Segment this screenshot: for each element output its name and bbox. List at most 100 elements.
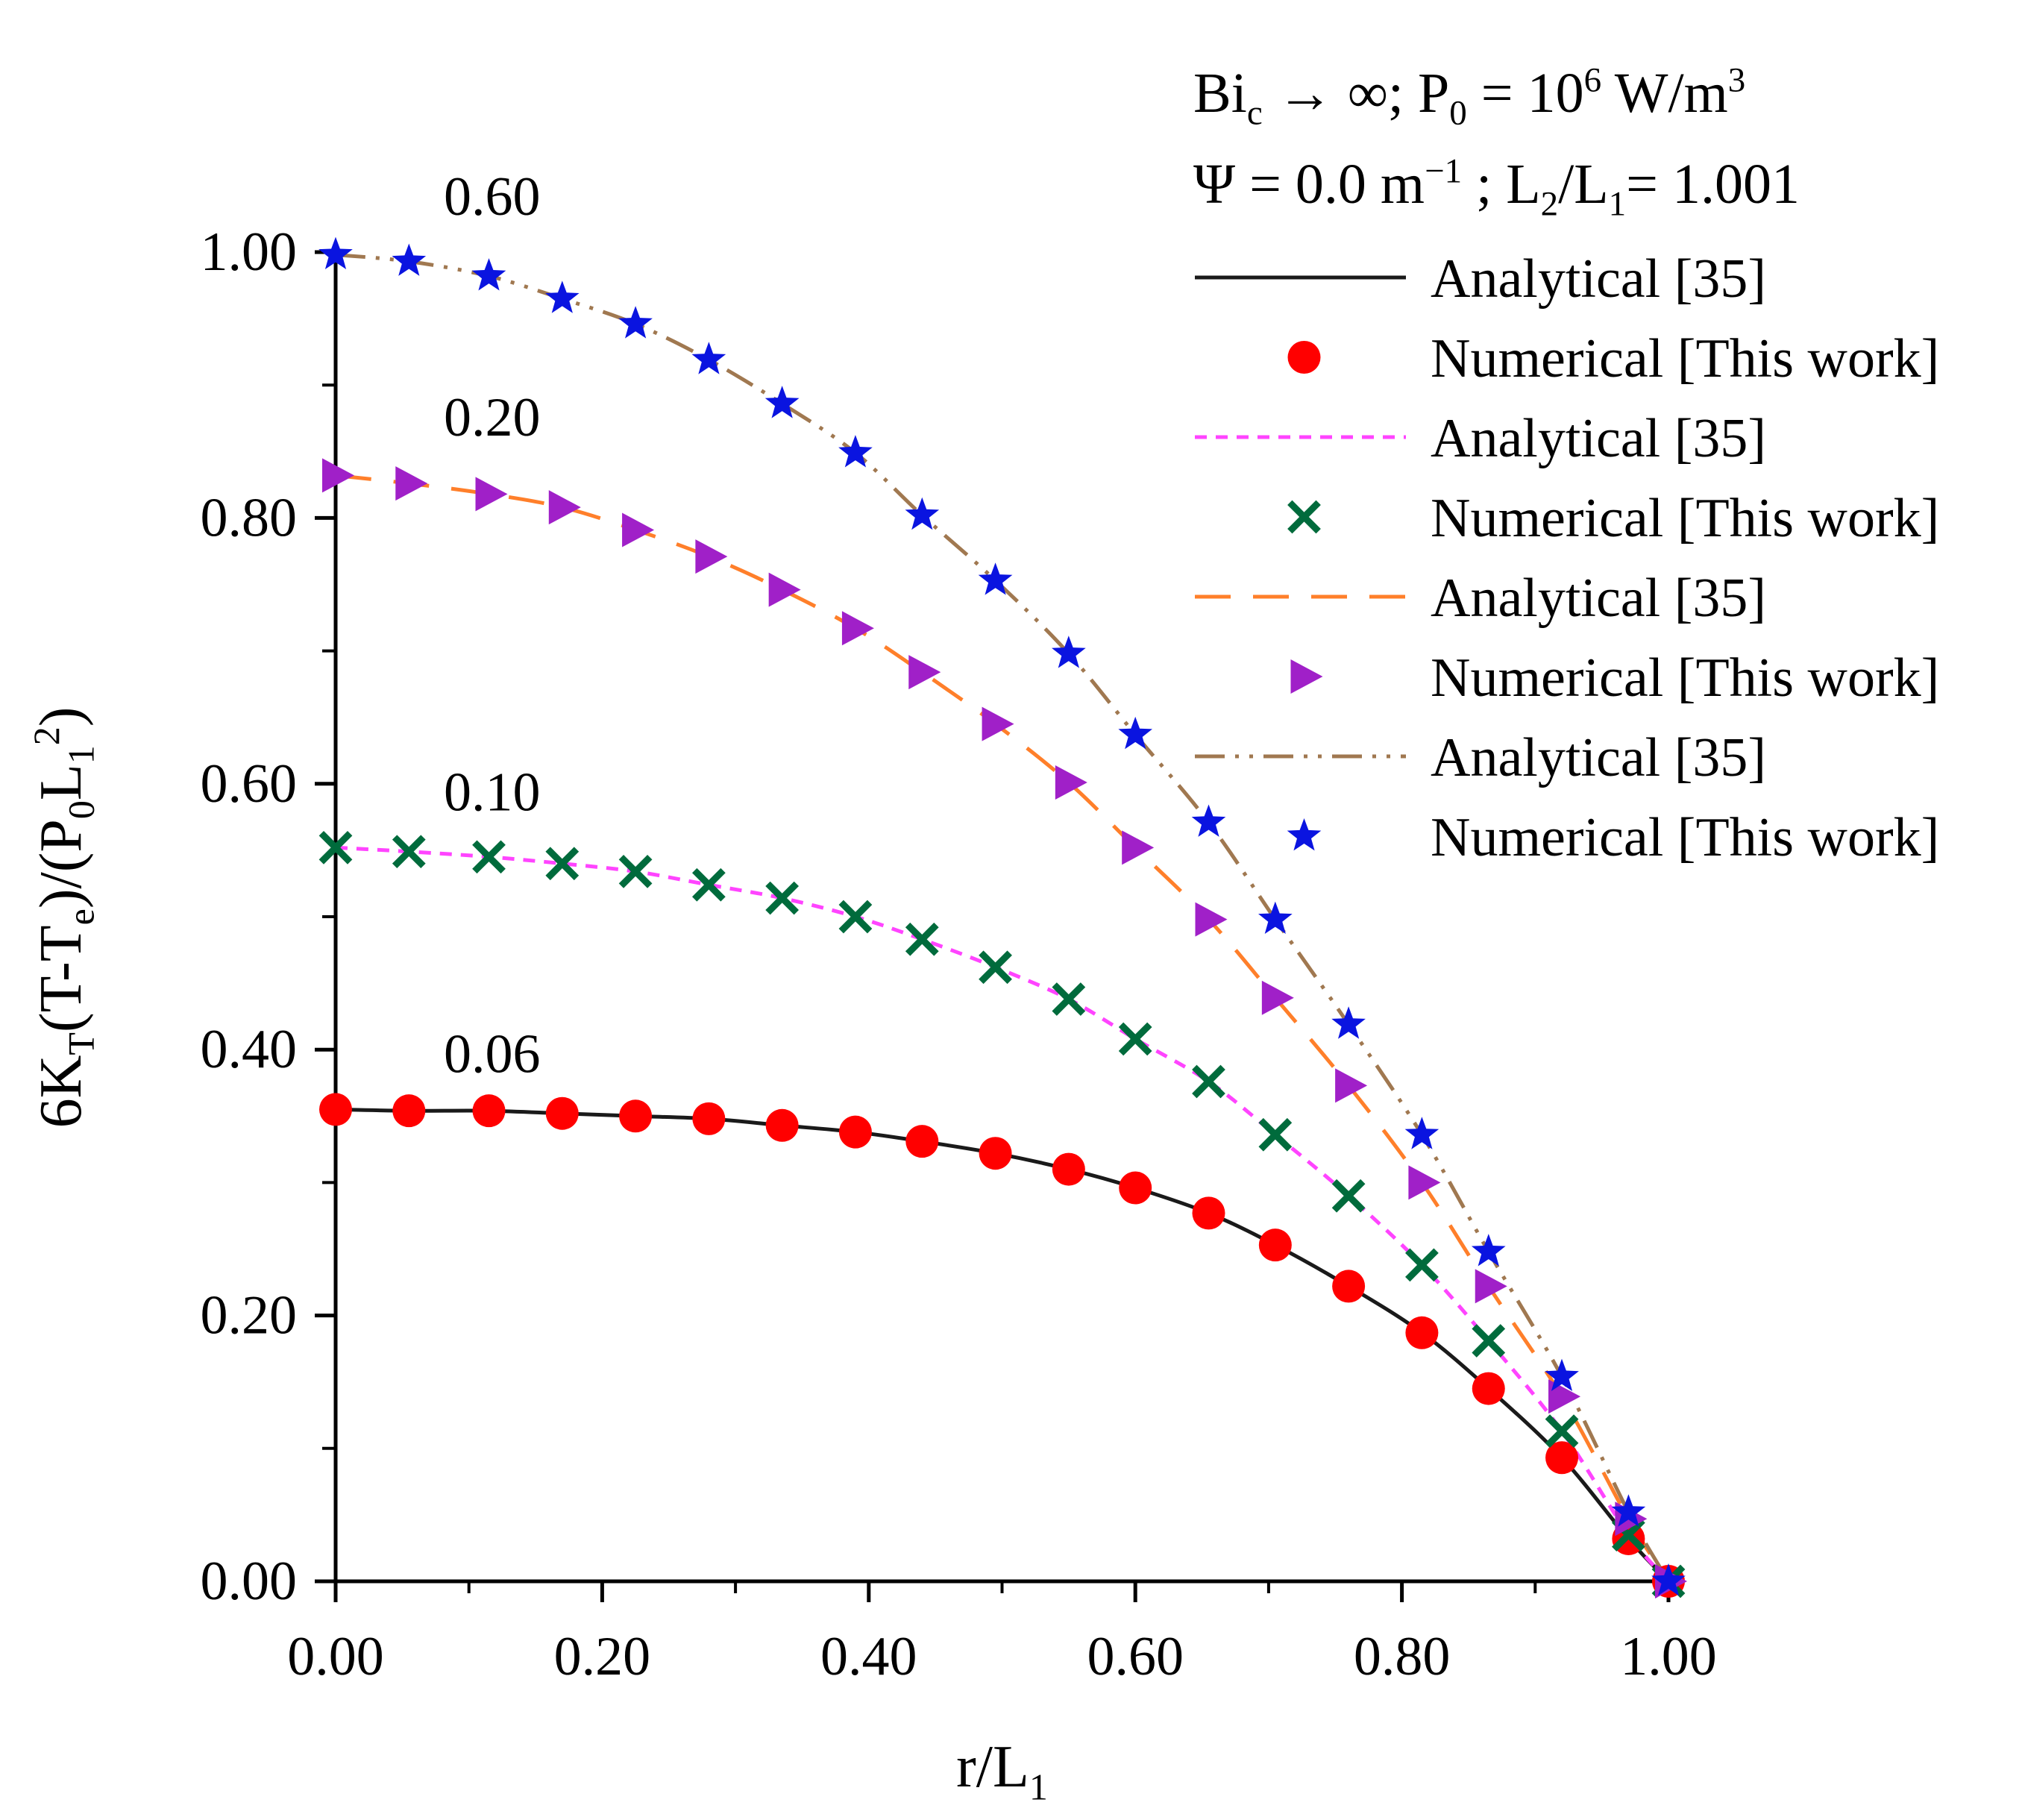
data-point-0.60 bbox=[1471, 1234, 1506, 1267]
data-point-0.20 bbox=[1335, 1068, 1368, 1103]
data-point-0.10-stroke bbox=[1472, 1324, 1506, 1358]
legend-marker-0.60 bbox=[1287, 818, 1322, 851]
data-point-0.60 bbox=[1651, 1563, 1686, 1596]
legend: Analytical [35] Numerical [This work] Anal… bbox=[1195, 248, 1939, 868]
data-point-0.20 bbox=[1548, 1379, 1581, 1414]
data-point-0.20 bbox=[1475, 1269, 1507, 1304]
data-point-0.10 bbox=[1331, 1179, 1366, 1213]
title-line-2-part: 2 bbox=[1541, 185, 1559, 224]
data-point-0.10 bbox=[318, 830, 353, 865]
data-point-0.10 bbox=[1405, 1248, 1439, 1282]
data-point-0.10 bbox=[905, 922, 939, 956]
curve-label: 0.10 bbox=[444, 762, 541, 823]
x-tick-label: 0.80 bbox=[1354, 1626, 1451, 1687]
title-line-1-part: 0 bbox=[1449, 94, 1467, 133]
data-point-0.06 bbox=[619, 1099, 653, 1133]
data-point-0.06 bbox=[1258, 1228, 1292, 1262]
legend-label: Numerical [This work] bbox=[1431, 488, 1939, 549]
data-point-0.60 bbox=[1404, 1117, 1439, 1149]
data-point-0.60 bbox=[905, 497, 940, 530]
legend-label: Numerical [This work] bbox=[1431, 328, 1939, 389]
data-point-0.60 bbox=[1118, 716, 1152, 750]
data-point-0.10-stroke bbox=[1258, 1117, 1293, 1152]
series-line-0.06 bbox=[335, 1107, 1670, 1583]
data-point-0.06 bbox=[1545, 1441, 1579, 1475]
data-point-0.10-stroke bbox=[545, 847, 580, 881]
data-point-0.10-stroke bbox=[979, 950, 1012, 985]
data-point-0.20 bbox=[475, 477, 508, 512]
y-tick-label: 0.60 bbox=[201, 753, 298, 815]
data-point-0.60 bbox=[978, 562, 1013, 595]
data-point-0.60 bbox=[471, 258, 506, 291]
data-point-0.20 bbox=[841, 611, 874, 646]
y-axis-label-part: 2 bbox=[25, 727, 67, 745]
title-line-2-part: ; L bbox=[1462, 153, 1541, 216]
data-point-0.10 bbox=[838, 900, 873, 934]
data-point-0.60 bbox=[1258, 901, 1293, 934]
title-line-1-part: → ∞; P bbox=[1263, 62, 1450, 125]
x-tick-label: 0.40 bbox=[820, 1626, 917, 1687]
data-point-0.60 bbox=[838, 435, 873, 468]
y-axis-label: 6KT(T-Te)/(P0L12) bbox=[25, 707, 101, 1129]
title-line-2-part: = 1.001 bbox=[1626, 153, 1800, 216]
text-labels: 0.00 0.20 0.40 0.60 0.80 1.00 0.00 0.20 0.40 0.60… bbox=[25, 61, 1800, 1808]
y-tick-label: 0.40 bbox=[201, 1019, 298, 1080]
data-point-0.10 bbox=[765, 881, 800, 915]
data-point-0.20 bbox=[1408, 1165, 1441, 1200]
data-point-0.60 bbox=[1331, 1006, 1366, 1039]
data-point-0.20 bbox=[1195, 902, 1228, 937]
title-line-1-part: W/m bbox=[1601, 62, 1728, 125]
data-point-0.06 bbox=[838, 1115, 872, 1149]
data-point-0.60 bbox=[764, 386, 800, 418]
title-line-1: Bic → ∞; P0 = 106 W/m3 bbox=[1193, 61, 1745, 133]
data-point-0.20 bbox=[1261, 980, 1294, 1015]
series-markers bbox=[318, 236, 1687, 1598]
data-point-0.06 bbox=[1052, 1152, 1085, 1186]
data-point-0.06 bbox=[472, 1094, 506, 1128]
data-point-0.06 bbox=[692, 1102, 726, 1135]
data-point-0.10 bbox=[979, 950, 1012, 985]
data-point-0.60 bbox=[545, 280, 580, 313]
legend-label: Analytical [35] bbox=[1431, 248, 1766, 310]
data-point-0.06 bbox=[319, 1093, 352, 1126]
data-point-0.60 bbox=[618, 306, 653, 339]
data-point-0.06 bbox=[905, 1125, 939, 1158]
data-point-0.10-stroke bbox=[1052, 982, 1086, 1016]
data-point-0.06 bbox=[545, 1096, 579, 1130]
legend-label: Numerical [This work] bbox=[1431, 647, 1939, 709]
curve-label: 0.60 bbox=[444, 166, 541, 228]
data-point-0.10-stroke bbox=[905, 922, 939, 956]
x-axis-label-part: r/L bbox=[956, 1734, 1029, 1800]
x-tick-label: 0.20 bbox=[554, 1626, 651, 1687]
x-tick-label: 1.00 bbox=[1620, 1626, 1717, 1687]
data-point-0.60 bbox=[1191, 804, 1226, 837]
data-point-0.06 bbox=[979, 1137, 1012, 1170]
data-point-0.06 bbox=[1332, 1270, 1366, 1303]
curve-label: 0.06 bbox=[444, 1023, 541, 1085]
data-point-0.60 bbox=[1611, 1494, 1646, 1527]
data-point-0.60 bbox=[691, 342, 726, 374]
legend-label: Numerical [This work] bbox=[1431, 807, 1939, 868]
y-tick-label: 1.00 bbox=[201, 222, 298, 283]
legend-marker-0.20 bbox=[1290, 659, 1323, 694]
data-point-0.20 bbox=[548, 490, 581, 525]
y-axis-label-part: 6K bbox=[28, 1055, 94, 1129]
title-line-1-part: 3 bbox=[1728, 61, 1746, 100]
data-point-0.10-stroke bbox=[472, 840, 506, 874]
data-point-0.20 bbox=[395, 466, 428, 501]
legend-marker-0.06 bbox=[1287, 341, 1321, 374]
curve-label: 0.20 bbox=[444, 387, 541, 448]
data-point-0.10-stroke bbox=[1405, 1248, 1439, 1282]
data-point-0.20 bbox=[695, 539, 728, 574]
y-axis-label-part: ) bbox=[28, 707, 94, 727]
data-point-0.10 bbox=[1472, 1324, 1506, 1358]
title-line-2-part: Ψ = 0.0 m bbox=[1193, 153, 1425, 216]
data-point-0.20 bbox=[622, 512, 655, 547]
y-tick-label: 0.80 bbox=[201, 487, 298, 548]
y-axis-label-part: (T-T bbox=[28, 925, 94, 1032]
data-point-0.10 bbox=[1258, 1117, 1293, 1152]
data-point-0.10 bbox=[472, 840, 506, 874]
data-point-0.20 bbox=[908, 655, 941, 690]
data-point-0.10 bbox=[545, 847, 580, 881]
